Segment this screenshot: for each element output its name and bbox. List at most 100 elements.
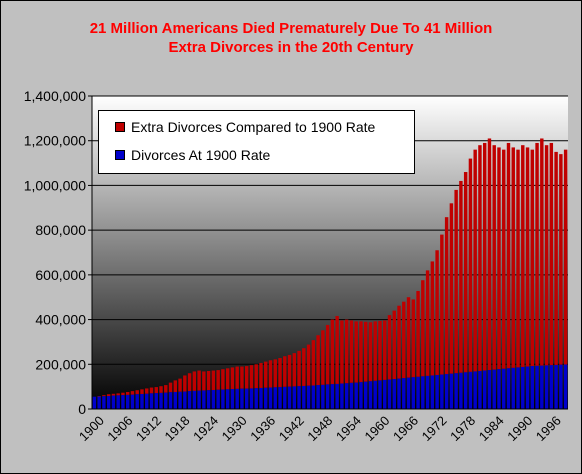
- bar-base-divorces: [183, 391, 187, 409]
- bar-extra-divorces: [121, 392, 125, 396]
- axes: [88, 95, 568, 410]
- bar-base-divorces: [302, 385, 306, 409]
- bar-extra-divorces: [497, 147, 501, 370]
- bar-base-divorces: [287, 386, 292, 409]
- bar-extra-divorces: [187, 373, 192, 392]
- bar-base-divorces: [425, 375, 430, 409]
- x-tick-label: 1948: [304, 413, 335, 444]
- bar-extra-divorces: [387, 315, 392, 380]
- bar-extra-divorces: [482, 142, 487, 371]
- bar-extra-divorces: [240, 366, 244, 389]
- bar-base-divorces: [535, 365, 539, 409]
- legend: Extra Divorces Compared to 1900 Rate Div…: [98, 110, 415, 174]
- x-tick-label: 1912: [133, 413, 164, 444]
- bar-extra-divorces: [368, 322, 373, 382]
- bar-base-divorces: [159, 392, 163, 409]
- bar-base-divorces: [516, 367, 520, 409]
- bar-base-divorces: [111, 395, 116, 409]
- x-tick-label: 1984: [476, 413, 507, 444]
- y-tick-labels: 0 200,000 400,000 600,000 800,000 1,000,000 1,…: [24, 88, 87, 417]
- bar-base-divorces: [378, 380, 382, 409]
- bar-base-divorces: [478, 370, 482, 409]
- bar-base-divorces: [530, 366, 535, 409]
- bar-extra-divorces: [149, 387, 154, 394]
- bar-extra-divorces: [287, 354, 292, 387]
- y-tick-label: 1,000,000: [24, 177, 86, 193]
- bar-base-divorces: [206, 390, 211, 409]
- chart-title-line-1: 21 Million Americans Died Prematurely Du…: [89, 20, 493, 37]
- bar-base-divorces: [497, 369, 501, 409]
- legend-swatch-extra: [115, 122, 125, 132]
- bar-base-divorces: [449, 373, 454, 409]
- x-tick-label: 1960: [361, 413, 392, 444]
- x-tick-label: 1966: [390, 413, 421, 444]
- bar-base-divorces: [164, 392, 168, 409]
- bar-extra-divorces: [516, 149, 520, 368]
- bar-base-divorces: [192, 390, 197, 409]
- bar-base-divorces: [240, 388, 244, 409]
- bar-base-divorces: [292, 386, 297, 409]
- legend-item-extra: Extra Divorces Compared to 1900 Rate: [115, 119, 375, 135]
- chart-title-line-2: Extra Divorces in the 20th Century: [168, 39, 414, 56]
- bar-base-divorces: [392, 379, 396, 409]
- bar-extra-divorces: [268, 360, 273, 388]
- bar-base-divorces: [354, 382, 358, 409]
- bar-base-divorces: [149, 393, 154, 409]
- x-tick-label: 1906: [104, 413, 135, 444]
- bar-extra-divorces: [511, 147, 515, 368]
- y-tick-label: 0: [78, 401, 86, 417]
- bar-extra-divorces: [492, 145, 496, 370]
- y-tick-label: 400,000: [35, 312, 86, 328]
- bar-extra-divorces: [230, 367, 235, 390]
- bar-extra-divorces: [383, 320, 387, 380]
- legend-label-base: Divorces At 1900 Rate: [131, 147, 271, 163]
- bar-base-divorces: [264, 387, 268, 409]
- bar-base-divorces: [459, 372, 463, 409]
- bar-extra-divorces: [373, 321, 377, 381]
- x-tick-label: 1900: [76, 413, 107, 444]
- bar-extra-divorces: [421, 280, 425, 377]
- bar-base-divorces: [482, 370, 487, 409]
- bar-base-divorces: [363, 381, 368, 409]
- bar-base-divorces: [116, 395, 120, 409]
- bar-base-divorces: [487, 370, 492, 409]
- y-tick-label: 800,000: [35, 222, 86, 238]
- bar-extra-divorces: [473, 149, 477, 372]
- y-tick-label: 1,400,000: [24, 88, 86, 104]
- bar-base-divorces: [344, 383, 349, 409]
- bar-extra-divorces: [487, 138, 492, 371]
- bar-base-divorces: [178, 391, 182, 409]
- bar-base-divorces: [559, 364, 563, 409]
- bar-extra-divorces: [154, 387, 158, 394]
- bar-extra-divorces: [340, 320, 344, 384]
- bar-base-divorces: [168, 392, 173, 409]
- bar-base-divorces: [463, 372, 468, 409]
- bar-base-divorces: [335, 383, 339, 409]
- bar-base-divorces: [278, 387, 282, 409]
- bar-extra-divorces: [354, 321, 358, 383]
- bar-base-divorces: [421, 376, 425, 409]
- bar-base-divorces: [92, 396, 97, 409]
- bar-base-divorces: [106, 396, 111, 409]
- bar-extra-divorces: [159, 386, 163, 393]
- bar-base-divorces: [225, 389, 230, 409]
- bar-extra-divorces: [259, 362, 263, 388]
- bar-base-divorces: [492, 369, 496, 409]
- bar-base-divorces: [244, 388, 249, 409]
- bar-base-divorces: [406, 377, 411, 409]
- bar-base-divorces: [321, 384, 325, 409]
- bar-base-divorces: [121, 395, 125, 409]
- bar-base-divorces: [340, 383, 344, 409]
- bar-base-divorces: [402, 378, 406, 409]
- bar-extra-divorces: [559, 154, 563, 365]
- bar-base-divorces: [145, 393, 149, 409]
- bar-extra-divorces: [197, 370, 201, 391]
- bar-base-divorces: [330, 384, 335, 409]
- bar-extra-divorces: [349, 320, 354, 383]
- bar-extra-divorces: [378, 320, 382, 381]
- bars: [92, 138, 568, 409]
- bar-base-divorces: [435, 375, 439, 409]
- bar-extra-divorces: [116, 393, 120, 396]
- bar-extra-divorces: [102, 395, 106, 397]
